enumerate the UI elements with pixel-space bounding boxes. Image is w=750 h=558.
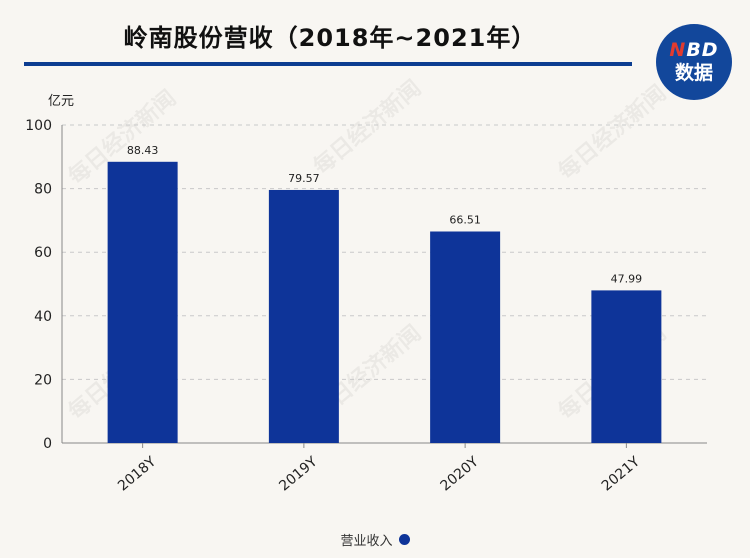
- y-tick-label: 100: [25, 118, 52, 134]
- legend-marker: [398, 534, 410, 545]
- bar: [430, 231, 501, 443]
- x-tick-label: 2019Y: [276, 454, 320, 495]
- data-label: 79.57: [288, 172, 320, 185]
- y-tick-label: 80: [34, 182, 52, 198]
- y-tick-label: 20: [34, 372, 52, 388]
- bar: [268, 189, 339, 443]
- y-tick-label: 60: [34, 245, 52, 261]
- bar: [107, 161, 178, 443]
- x-tick-label: 2021Y: [599, 454, 643, 495]
- legend: 营业收入: [0, 530, 750, 549]
- x-tick-label: 2020Y: [438, 454, 482, 495]
- x-tick-label: 2018Y: [115, 454, 159, 495]
- logo-text-top: NBD: [669, 39, 719, 61]
- y-tick-label: 40: [34, 309, 52, 325]
- data-label: 88.43: [127, 144, 159, 157]
- title-underline: [24, 62, 632, 66]
- legend-label: 营业收入: [340, 534, 393, 549]
- data-label: 66.51: [449, 213, 481, 226]
- bar: [591, 290, 662, 443]
- y-tick-label: 0: [43, 436, 52, 452]
- chart-title: 岭南股份营收（2018年~2021年）: [123, 24, 537, 52]
- y-axis-unit: 亿元: [48, 94, 74, 109]
- nbd-logo: NBD 数据: [656, 24, 732, 100]
- logo-text-bottom: 数据: [674, 62, 713, 84]
- data-label: 47.99: [611, 272, 643, 285]
